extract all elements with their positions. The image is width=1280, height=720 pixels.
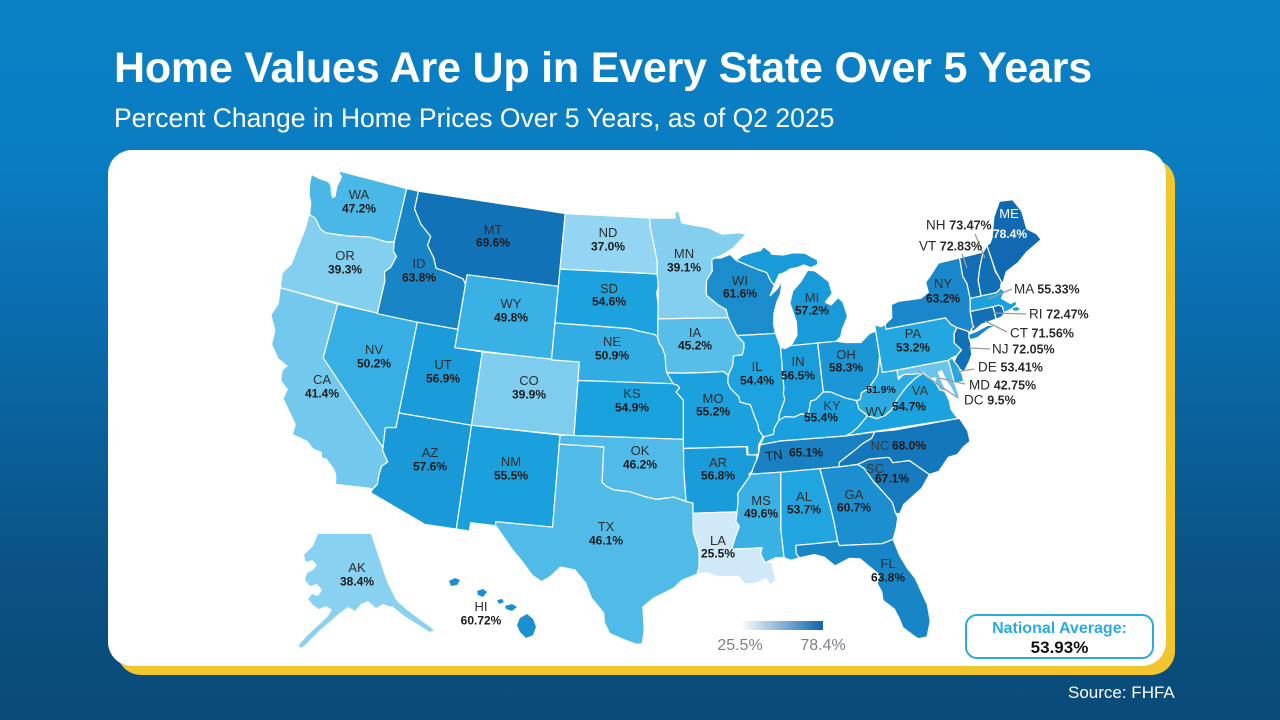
svg-text:58.3%: 58.3% — [829, 361, 863, 375]
svg-text:54.9%: 54.9% — [615, 401, 649, 415]
svg-text:ND: ND — [599, 225, 618, 240]
svg-text:SC: SC — [866, 461, 884, 476]
svg-text:68.0%: 68.0% — [892, 439, 926, 453]
svg-text:VA: VA — [912, 383, 929, 398]
svg-text:38.4%: 38.4% — [340, 575, 374, 589]
svg-text:41.4%: 41.4% — [305, 387, 339, 401]
svg-text:CO: CO — [519, 373, 539, 388]
svg-text:IL: IL — [752, 359, 763, 374]
svg-text:78.4%: 78.4% — [993, 227, 1027, 241]
svg-text:63.8%: 63.8% — [402, 271, 436, 285]
svg-text:54.6%: 54.6% — [592, 295, 626, 309]
svg-text:39.9%: 39.9% — [512, 388, 546, 402]
svg-text:50.9%: 50.9% — [595, 349, 629, 363]
svg-text:39.1%: 39.1% — [667, 261, 701, 275]
svg-text:51.9%: 51.9% — [866, 384, 896, 396]
svg-text:60.72%: 60.72% — [461, 614, 502, 628]
svg-text:25.5%: 25.5% — [701, 547, 735, 561]
svg-text:AR: AR — [709, 455, 727, 470]
svg-text:65.1%: 65.1% — [789, 446, 823, 460]
svg-text:46.1%: 46.1% — [589, 534, 623, 548]
svg-text:54.7%: 54.7% — [892, 400, 926, 414]
svg-text:53.2%: 53.2% — [896, 341, 930, 355]
svg-text:67.1%: 67.1% — [875, 472, 909, 486]
svg-text:69.6%: 69.6% — [476, 236, 510, 250]
svg-text:DC 9.5%: DC 9.5% — [964, 393, 1016, 408]
svg-text:47.2%: 47.2% — [342, 202, 376, 216]
svg-text:NY: NY — [934, 276, 952, 291]
svg-text:ID: ID — [413, 256, 426, 271]
svg-text:78.4%: 78.4% — [800, 637, 845, 654]
svg-text:FL: FL — [880, 556, 895, 571]
svg-text:60.7%: 60.7% — [837, 501, 871, 515]
svg-text:MN: MN — [674, 246, 694, 261]
svg-text:SD: SD — [600, 281, 618, 296]
svg-text:63.2%: 63.2% — [926, 292, 960, 306]
svg-text:MT: MT — [484, 222, 503, 237]
svg-text:61.6%: 61.6% — [723, 287, 757, 301]
svg-text:WV: WV — [866, 404, 887, 419]
svg-text:49.6%: 49.6% — [744, 507, 778, 521]
svg-text:NC: NC — [871, 438, 890, 453]
svg-text:MA 55.33%: MA 55.33% — [1014, 282, 1080, 297]
svg-text:57.6%: 57.6% — [413, 460, 447, 474]
svg-text:NJ 72.05%: NJ 72.05% — [992, 342, 1055, 357]
svg-text:TX: TX — [598, 519, 615, 534]
svg-text:56.9%: 56.9% — [426, 372, 460, 386]
svg-text:MS: MS — [751, 493, 771, 508]
svg-text:56.8%: 56.8% — [701, 469, 735, 483]
svg-text:OH: OH — [836, 347, 856, 362]
svg-text:DE 53.41%: DE 53.41% — [978, 360, 1043, 375]
svg-text:WY: WY — [501, 296, 522, 311]
svg-text:49.8%: 49.8% — [494, 311, 528, 325]
svg-text:VT 72.83%: VT 72.83% — [919, 239, 982, 254]
svg-text:56.5%: 56.5% — [781, 369, 815, 383]
svg-text:CT 71.56%: CT 71.56% — [1010, 326, 1074, 341]
svg-text:46.2%: 46.2% — [623, 458, 657, 472]
svg-text:PA: PA — [905, 326, 922, 341]
svg-text:CA: CA — [313, 372, 331, 387]
svg-text:IN: IN — [792, 354, 805, 369]
svg-text:NM: NM — [501, 454, 521, 469]
svg-text:IA: IA — [689, 325, 702, 340]
svg-text:57.2%: 57.2% — [795, 304, 829, 318]
svg-text:37.0%: 37.0% — [591, 240, 625, 254]
svg-text:AL: AL — [796, 489, 812, 504]
svg-text:ME: ME — [999, 206, 1019, 221]
svg-text:AZ: AZ — [422, 445, 439, 460]
svg-text:50.2%: 50.2% — [357, 357, 391, 371]
svg-text:WA: WA — [349, 187, 370, 202]
svg-text:KS: KS — [623, 386, 641, 401]
svg-text:AK: AK — [348, 560, 366, 575]
svg-text:MO: MO — [703, 391, 724, 406]
svg-text:KY: KY — [823, 398, 841, 413]
svg-text:NE: NE — [603, 334, 621, 349]
svg-text:45.2%: 45.2% — [678, 339, 712, 353]
svg-text:TN: TN — [764, 447, 783, 464]
svg-text:HI: HI — [475, 599, 488, 614]
svg-text:54.4%: 54.4% — [740, 374, 774, 388]
svg-text:39.3%: 39.3% — [328, 263, 362, 277]
svg-text:OK: OK — [631, 443, 650, 458]
svg-text:OR: OR — [335, 248, 355, 263]
svg-text:53.7%: 53.7% — [787, 503, 821, 517]
svg-text:LA: LA — [710, 533, 726, 548]
svg-text:MI: MI — [805, 290, 819, 305]
svg-text:NH 73.47%: NH 73.47% — [926, 218, 992, 233]
svg-text:GA: GA — [845, 487, 864, 502]
svg-text:NV: NV — [365, 342, 383, 357]
svg-text:25.5%: 25.5% — [717, 637, 762, 654]
svg-text:55.2%: 55.2% — [696, 405, 730, 419]
svg-text:WI: WI — [732, 273, 748, 288]
svg-text:63.8%: 63.8% — [871, 571, 905, 585]
svg-text:UT: UT — [434, 357, 451, 372]
svg-text:55.4%: 55.4% — [804, 411, 838, 425]
svg-text:MD 42.75%: MD 42.75% — [969, 378, 1036, 393]
svg-text:55.5%: 55.5% — [494, 469, 528, 483]
svg-text:RI 72.47%: RI 72.47% — [1029, 307, 1089, 322]
